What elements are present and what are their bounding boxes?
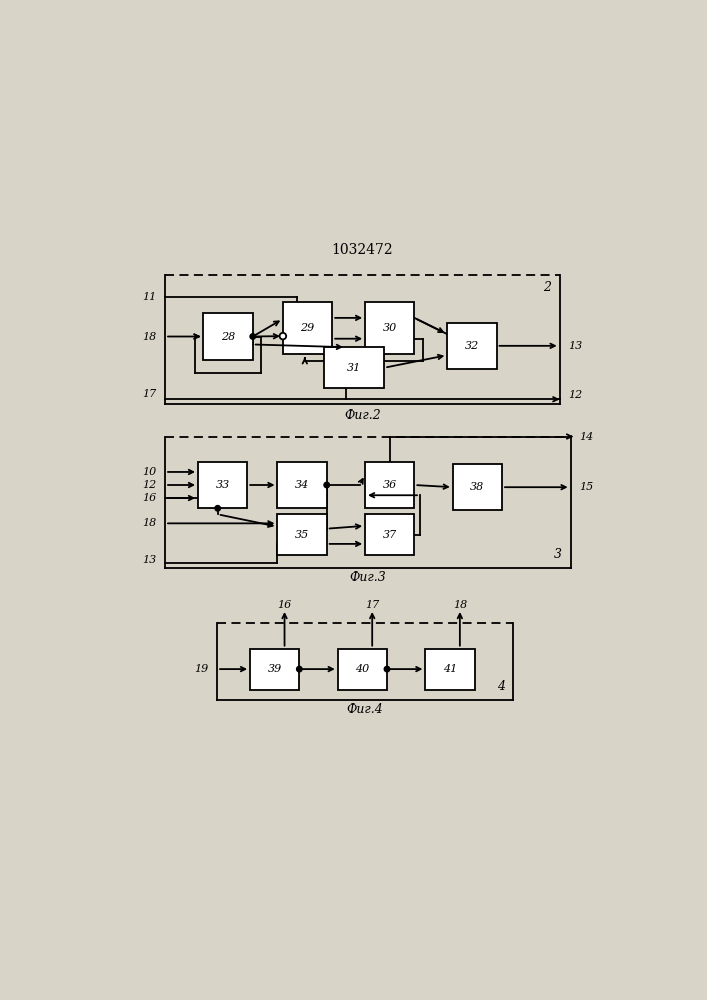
Text: 19: 19 [194,664,209,674]
Text: 1032472: 1032472 [332,243,393,257]
Text: 18: 18 [452,600,467,610]
Text: 14: 14 [579,432,593,442]
Text: 4: 4 [497,680,505,693]
Text: Фиг.3: Фиг.3 [349,571,386,584]
Text: 36: 36 [382,480,397,490]
Text: 41: 41 [443,664,457,674]
Text: 37: 37 [382,530,397,540]
Bar [338,649,387,690]
Bar [324,347,385,388]
Bar [277,514,327,555]
Text: 32: 32 [464,341,479,351]
Bar [198,462,247,508]
Text: 18: 18 [143,332,157,342]
Text: 15: 15 [579,482,593,492]
Text: 10: 10 [143,467,157,477]
Bar [448,323,496,369]
Circle shape [324,482,329,488]
Text: 12: 12 [143,480,157,490]
Bar [277,462,327,508]
Circle shape [215,506,221,511]
Text: 13: 13 [568,341,582,351]
Text: 11: 11 [143,292,157,302]
Bar [365,302,414,354]
Text: 34: 34 [295,480,309,490]
Text: 39: 39 [267,664,282,674]
Text: 28: 28 [221,332,235,342]
Bar [365,462,414,508]
Text: 16: 16 [143,493,157,503]
Text: 17: 17 [365,600,380,610]
Bar [204,313,253,360]
Text: 2: 2 [544,281,551,294]
Text: 30: 30 [382,323,397,333]
Text: 3: 3 [554,548,562,561]
Text: 29: 29 [300,323,315,333]
Text: 35: 35 [295,530,309,540]
Bar [250,649,299,690]
Circle shape [385,666,390,672]
Text: 31: 31 [347,363,361,373]
Text: 16: 16 [277,600,292,610]
Text: Фиг.4: Фиг.4 [346,703,383,716]
Text: 18: 18 [143,518,157,528]
Text: 33: 33 [216,480,230,490]
Circle shape [279,333,286,339]
Text: 12: 12 [568,390,582,400]
Circle shape [250,334,255,339]
Bar [365,514,414,555]
Text: 40: 40 [355,664,370,674]
Text: 17: 17 [143,389,157,399]
Text: Фиг.2: Фиг.2 [344,409,380,422]
Bar [283,302,332,354]
Circle shape [297,666,302,672]
Bar [426,649,474,690]
Bar [452,464,502,510]
Text: 13: 13 [143,555,157,565]
Text: 38: 38 [470,482,484,492]
